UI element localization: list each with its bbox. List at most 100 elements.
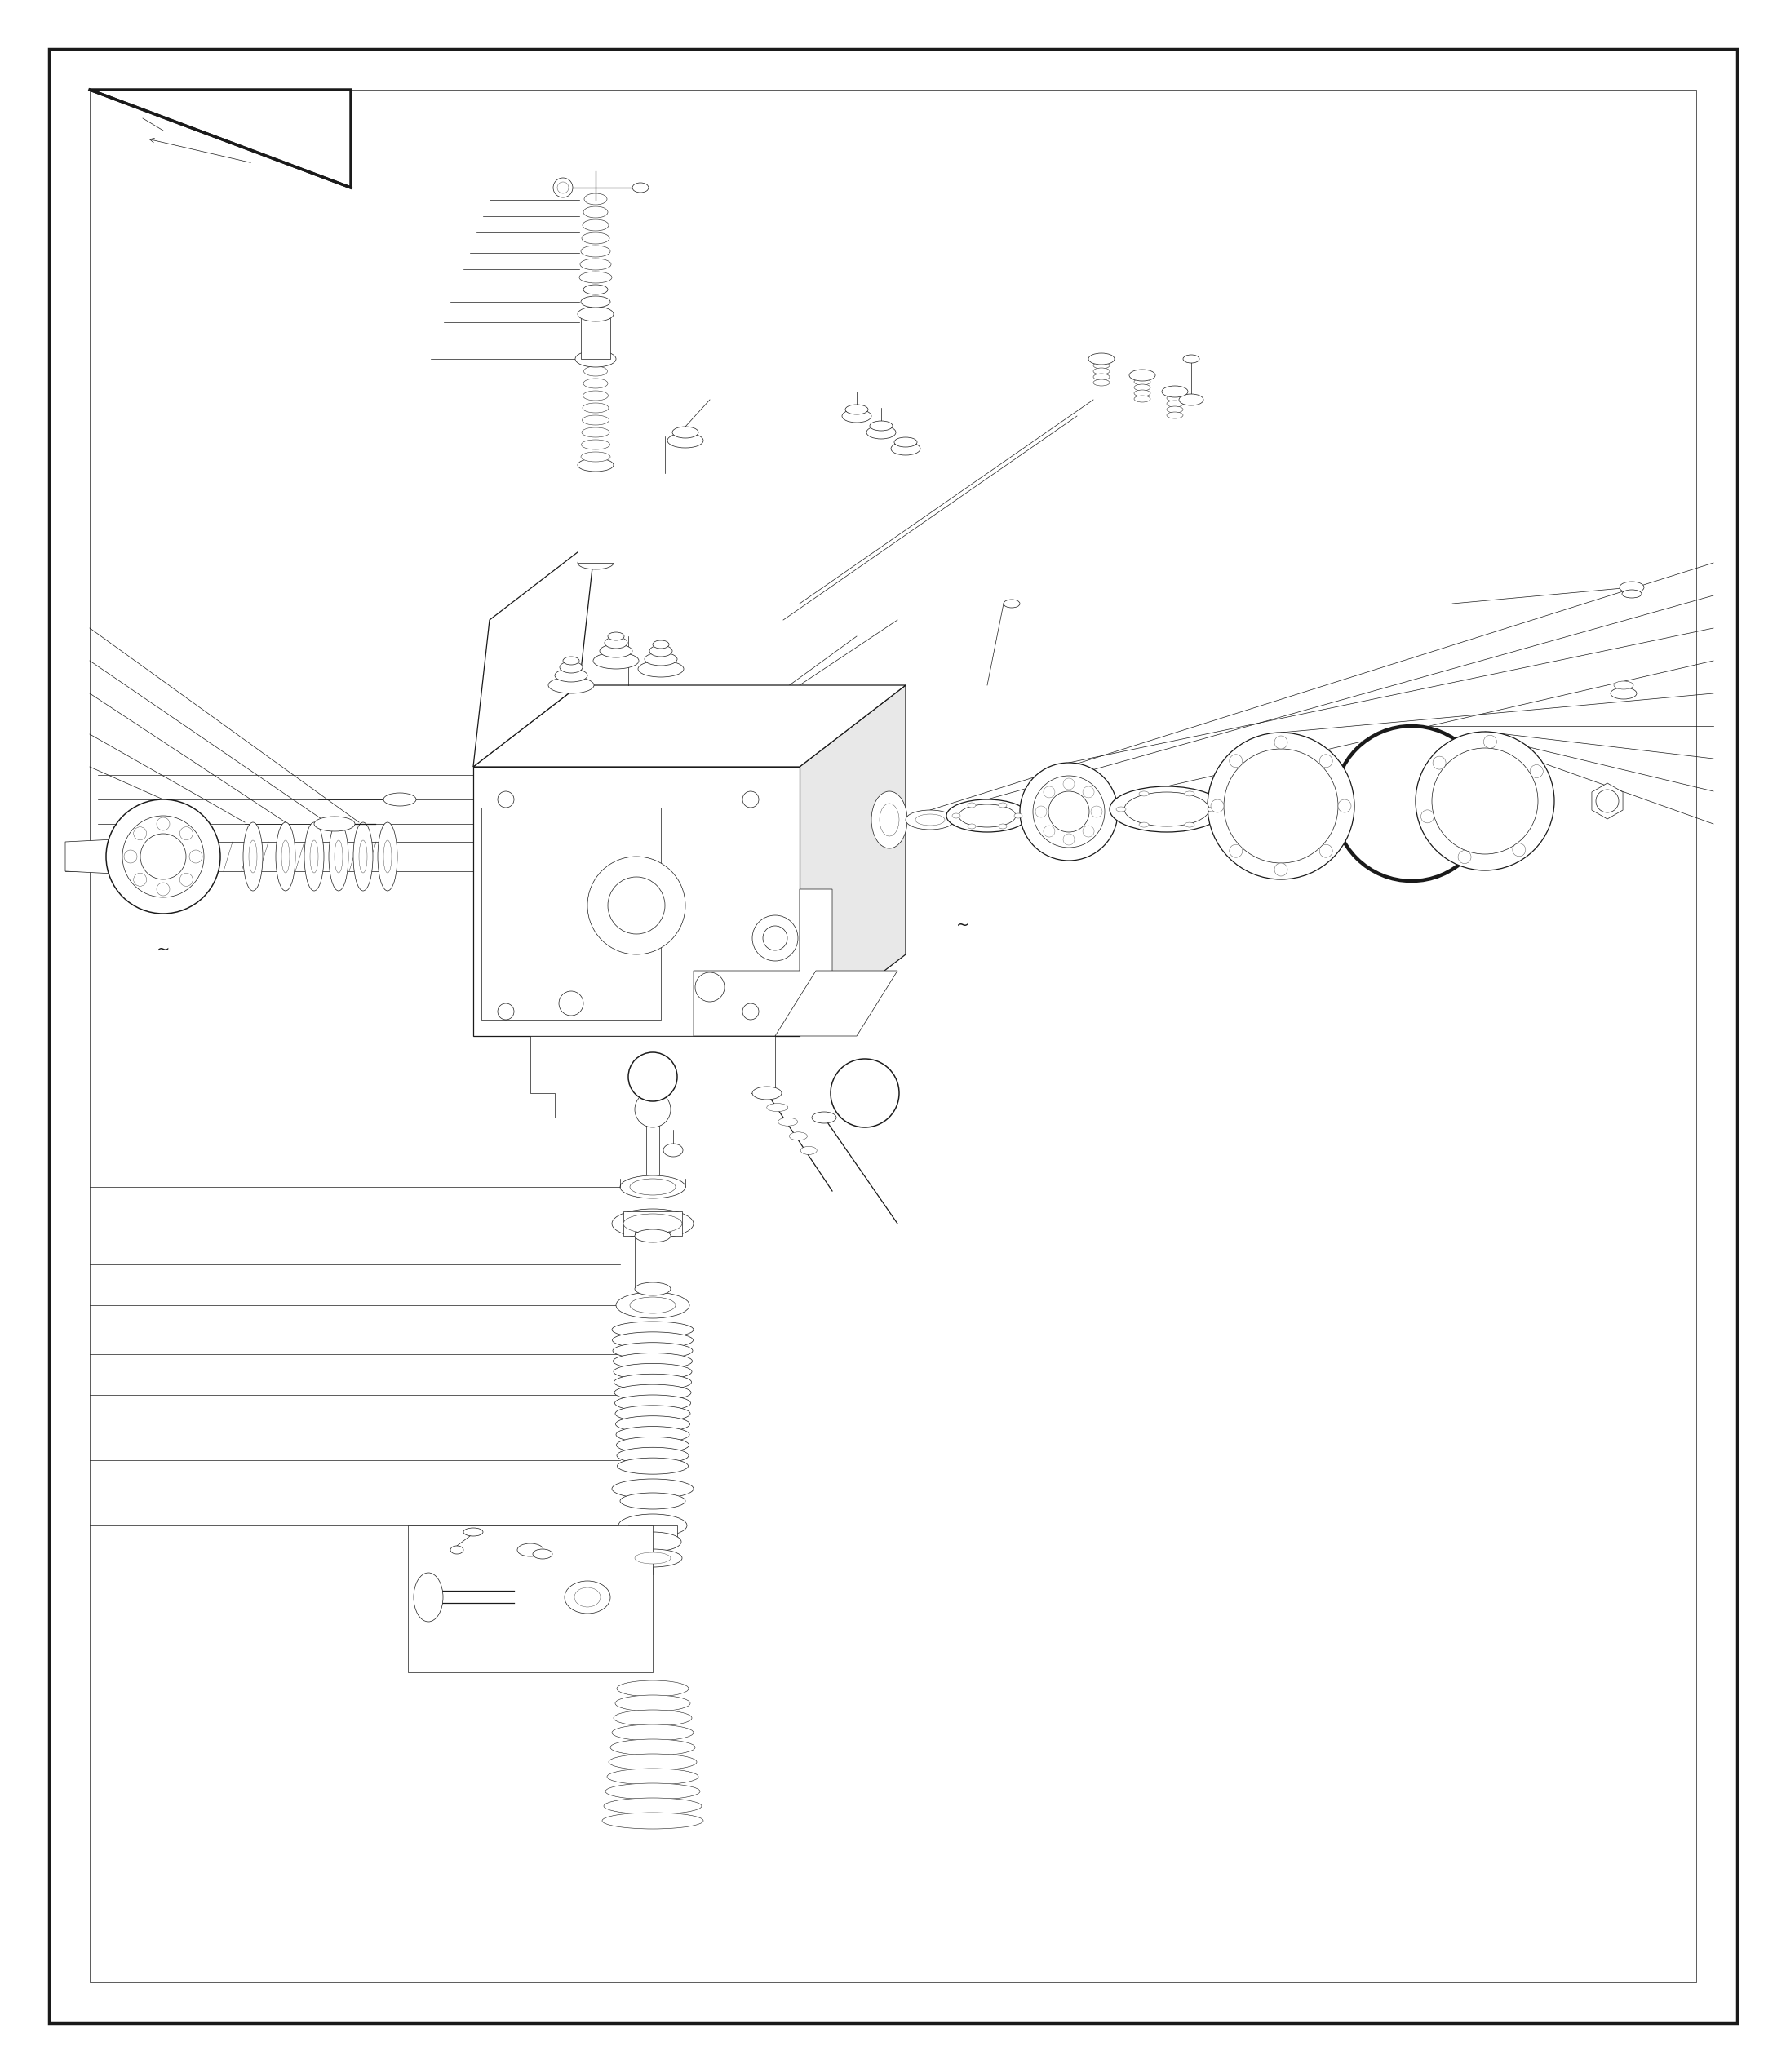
Ellipse shape (616, 1426, 689, 1442)
Ellipse shape (613, 1353, 693, 1370)
Ellipse shape (1093, 373, 1109, 379)
Ellipse shape (1109, 787, 1223, 833)
Ellipse shape (304, 823, 323, 891)
Ellipse shape (872, 792, 907, 847)
Ellipse shape (652, 640, 670, 649)
Circle shape (1432, 748, 1538, 854)
Circle shape (1416, 731, 1554, 870)
Ellipse shape (620, 1492, 686, 1508)
Circle shape (1484, 736, 1497, 748)
Circle shape (1211, 800, 1223, 812)
Ellipse shape (593, 653, 639, 669)
Ellipse shape (1125, 792, 1209, 827)
Circle shape (141, 833, 186, 879)
Ellipse shape (1611, 688, 1636, 698)
Ellipse shape (384, 841, 391, 872)
Circle shape (1091, 806, 1102, 816)
Circle shape (554, 178, 573, 197)
Ellipse shape (532, 1550, 552, 1558)
Bar (407, 1525, 652, 1672)
Ellipse shape (609, 1753, 697, 1769)
Circle shape (1036, 806, 1047, 816)
Text: ~: ~ (157, 943, 170, 957)
Ellipse shape (1166, 412, 1182, 419)
Ellipse shape (602, 1813, 704, 1830)
Ellipse shape (998, 825, 1007, 829)
Ellipse shape (614, 1709, 691, 1726)
Ellipse shape (1615, 682, 1634, 690)
Ellipse shape (575, 350, 616, 367)
Ellipse shape (650, 644, 672, 657)
Ellipse shape (813, 1113, 836, 1123)
Circle shape (607, 876, 664, 934)
Ellipse shape (314, 816, 355, 831)
Ellipse shape (645, 653, 677, 665)
Polygon shape (473, 767, 800, 1036)
Ellipse shape (359, 841, 368, 872)
Circle shape (629, 1053, 677, 1100)
Circle shape (1320, 754, 1332, 767)
Polygon shape (89, 89, 350, 189)
Ellipse shape (282, 841, 289, 872)
Ellipse shape (614, 1695, 689, 1711)
Circle shape (588, 856, 686, 955)
Ellipse shape (632, 182, 648, 193)
Ellipse shape (384, 794, 416, 806)
Ellipse shape (614, 1405, 689, 1421)
Ellipse shape (607, 632, 623, 640)
Ellipse shape (584, 379, 607, 387)
Circle shape (105, 800, 220, 914)
Ellipse shape (614, 1363, 691, 1380)
Ellipse shape (616, 1680, 689, 1697)
Bar (623, 1212, 682, 1235)
Ellipse shape (916, 814, 945, 825)
Circle shape (1082, 825, 1095, 837)
Polygon shape (530, 1036, 775, 1117)
Ellipse shape (668, 433, 704, 448)
Circle shape (752, 916, 798, 961)
Ellipse shape (1207, 806, 1218, 812)
Ellipse shape (1004, 599, 1020, 607)
Ellipse shape (607, 1769, 698, 1784)
Circle shape (743, 1003, 759, 1019)
Ellipse shape (613, 1724, 693, 1740)
Ellipse shape (616, 1415, 689, 1432)
Circle shape (180, 827, 193, 839)
Ellipse shape (623, 1214, 682, 1233)
Ellipse shape (1139, 823, 1148, 827)
Ellipse shape (579, 271, 613, 284)
Ellipse shape (618, 1515, 688, 1537)
Ellipse shape (548, 678, 595, 694)
Ellipse shape (605, 1784, 700, 1801)
Ellipse shape (1134, 383, 1150, 392)
Circle shape (180, 872, 193, 887)
Polygon shape (775, 972, 898, 1036)
Circle shape (634, 1092, 672, 1127)
Polygon shape (473, 686, 906, 767)
Ellipse shape (248, 841, 257, 872)
Polygon shape (66, 839, 130, 874)
Text: ~: ~ (532, 1521, 545, 1537)
Ellipse shape (582, 402, 609, 412)
Circle shape (1032, 775, 1106, 847)
Ellipse shape (616, 1448, 689, 1463)
Ellipse shape (584, 193, 607, 205)
Circle shape (134, 872, 146, 887)
Ellipse shape (1163, 385, 1188, 398)
Polygon shape (800, 686, 906, 1036)
Circle shape (134, 827, 146, 839)
Ellipse shape (672, 427, 698, 437)
Circle shape (1207, 733, 1354, 879)
Circle shape (1082, 787, 1095, 798)
Ellipse shape (564, 1581, 611, 1614)
Ellipse shape (580, 452, 611, 462)
Circle shape (1275, 864, 1288, 876)
Ellipse shape (582, 232, 609, 244)
Circle shape (1457, 850, 1472, 864)
Ellipse shape (577, 557, 614, 570)
Ellipse shape (614, 1384, 691, 1401)
Ellipse shape (1179, 394, 1204, 406)
Ellipse shape (613, 1343, 693, 1359)
Ellipse shape (580, 247, 611, 257)
Ellipse shape (968, 802, 975, 808)
